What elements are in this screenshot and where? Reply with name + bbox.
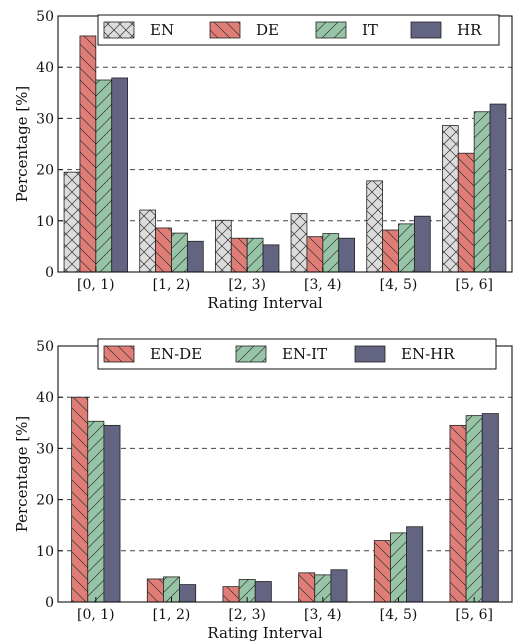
x-tick-label: [0, 1) bbox=[77, 607, 115, 623]
bar-hatch bbox=[222, 586, 240, 602]
bar-hatch bbox=[398, 223, 415, 272]
legend-swatch-hr bbox=[411, 22, 441, 38]
y-tick-label: 20 bbox=[36, 493, 54, 509]
legend-label: HR bbox=[457, 21, 482, 39]
bar-en-hr bbox=[103, 425, 121, 602]
legend-swatch-outline bbox=[410, 21, 442, 39]
bar-en-hr bbox=[406, 526, 423, 602]
x-tick-label: [1, 2) bbox=[153, 277, 191, 293]
legend-label: EN-HR bbox=[401, 345, 455, 363]
y-tick-label: 50 bbox=[36, 339, 54, 355]
bar-hatch bbox=[474, 111, 491, 272]
y-tick-label: 50 bbox=[36, 9, 54, 25]
y-tick-label: 0 bbox=[45, 595, 54, 611]
bar-hatch bbox=[390, 532, 407, 602]
legend-swatch-en-hr bbox=[355, 346, 385, 362]
bar-hatch bbox=[306, 236, 323, 272]
bar-hatch bbox=[291, 213, 307, 272]
bar-hatch bbox=[139, 210, 156, 272]
bar-hatch bbox=[147, 578, 164, 602]
bar-hr bbox=[338, 238, 355, 272]
chart-bottom: 0 10 20 30 40 50 [0, 1) [1, 2) [2, 3) [3, 4) [4, 5… bbox=[13, 338, 513, 642]
bar-hatch bbox=[171, 233, 188, 272]
bar-en-hr bbox=[330, 569, 348, 602]
bar-hr bbox=[187, 241, 204, 272]
bar-hatch bbox=[95, 80, 112, 272]
bar-hatch bbox=[442, 125, 459, 273]
bar-hatch bbox=[79, 35, 96, 272]
bar-hr bbox=[414, 216, 431, 272]
y-tick-label: 10 bbox=[36, 214, 54, 230]
bar-hatch bbox=[247, 238, 264, 272]
bar-hatch bbox=[155, 227, 172, 272]
bar-hatch bbox=[215, 220, 232, 272]
bar-hatch bbox=[239, 579, 256, 602]
bar-en-hr bbox=[255, 581, 272, 602]
y-tick-label: 10 bbox=[36, 544, 54, 560]
bar-hr bbox=[263, 244, 279, 272]
legend-swatch-hatch bbox=[104, 22, 134, 38]
x-tick-label: [3, 4) bbox=[304, 277, 342, 293]
bar-hr bbox=[111, 77, 128, 273]
chart-top: 0 10 20 30 40 50 [0, 1) [1, 2) [2, 3) [3, 4) [4, 5… bbox=[13, 9, 513, 312]
bar-hatch bbox=[163, 576, 180, 602]
y-tick-label: 20 bbox=[36, 163, 54, 179]
bar-hr bbox=[490, 104, 506, 273]
bar-hatch bbox=[458, 153, 475, 272]
y-tick-label: 30 bbox=[36, 111, 54, 127]
legend-label: EN-IT bbox=[282, 345, 327, 363]
legend-swatch-outline bbox=[354, 345, 386, 363]
legend-label: DE bbox=[256, 21, 279, 39]
x-tick-label: [5, 6] bbox=[455, 277, 493, 293]
y-tick-label: 40 bbox=[36, 60, 54, 76]
y-tick-label: 0 bbox=[45, 265, 54, 281]
bar-hatch bbox=[71, 397, 88, 602]
x-axis-label: Rating Interval bbox=[207, 624, 323, 642]
x-axis-label: Rating Interval bbox=[207, 294, 323, 312]
legend-label: EN bbox=[150, 21, 174, 39]
x-tick-label: [2, 3) bbox=[228, 607, 266, 623]
bar-hatch bbox=[298, 572, 315, 602]
bar-hatch bbox=[87, 421, 104, 602]
legend-swatch-outline bbox=[315, 21, 347, 39]
x-tick-label: [4, 5) bbox=[380, 277, 418, 293]
legend-swatch-hatch bbox=[104, 346, 134, 362]
y-tick-label: 30 bbox=[36, 441, 54, 457]
legend-swatch-outline bbox=[235, 345, 267, 363]
legend-swatch-hatch bbox=[210, 22, 240, 38]
bar-hatch bbox=[231, 238, 248, 272]
legend-label: IT bbox=[362, 21, 378, 39]
x-tick-label: [2, 3) bbox=[228, 277, 266, 293]
x-tick-label: [4, 5) bbox=[380, 607, 418, 623]
bar-hatch bbox=[382, 230, 399, 272]
bar-hatch bbox=[322, 233, 339, 272]
bar-hatch bbox=[366, 180, 383, 272]
bar-hatch bbox=[466, 415, 483, 602]
y-axis-label: Percentage [%] bbox=[13, 416, 31, 533]
plot-frame bbox=[57, 345, 513, 603]
legend-swatch-outline bbox=[103, 345, 135, 363]
bar-hatch bbox=[314, 574, 331, 602]
x-tick-label: [3, 4) bbox=[304, 607, 342, 623]
bar-en-hr bbox=[179, 584, 196, 602]
x-tick-label: [0, 1) bbox=[77, 277, 115, 293]
x-tick-label: [5, 6] bbox=[455, 607, 493, 623]
legend-label: EN-DE bbox=[150, 345, 202, 363]
y-tick-label: 40 bbox=[36, 390, 54, 406]
bar-hatch bbox=[374, 540, 391, 602]
legend-swatch-hatch bbox=[316, 22, 346, 38]
legend-swatch-outline bbox=[103, 21, 135, 39]
legend-swatch-outline bbox=[209, 21, 241, 39]
bar-hatch bbox=[64, 172, 80, 272]
y-axis-label: Percentage [%] bbox=[13, 86, 31, 203]
legend-box bbox=[97, 338, 497, 370]
x-tick-label: [1, 2) bbox=[153, 607, 191, 623]
bar-hatch bbox=[449, 425, 467, 602]
legend-swatch-hatch bbox=[236, 346, 266, 362]
bar-en-hr bbox=[482, 413, 499, 602]
